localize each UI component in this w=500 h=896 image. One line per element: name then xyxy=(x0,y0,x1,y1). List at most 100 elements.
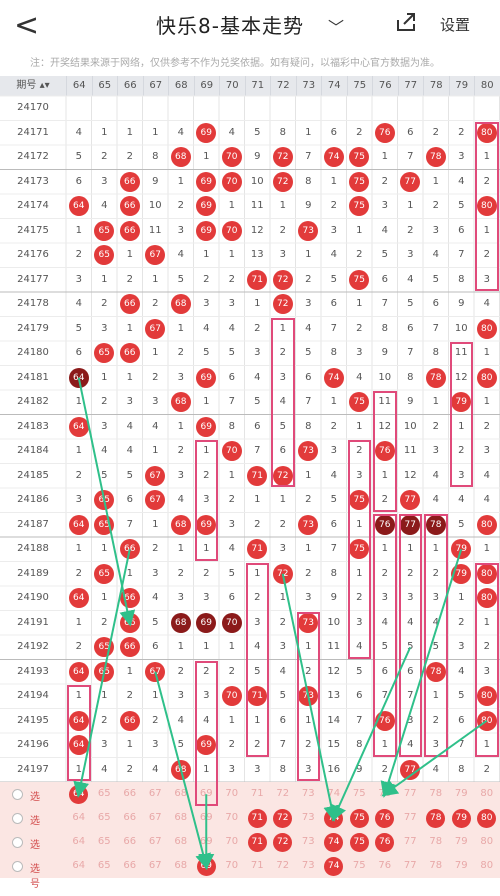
candidate-number[interactable]: 68 xyxy=(174,860,188,871)
candidate-number[interactable]: 77 xyxy=(403,788,417,799)
selected-number-ball[interactable]: 74 xyxy=(324,856,344,876)
number-ball[interactable]: 65 xyxy=(94,245,115,266)
candidate-number[interactable]: 66 xyxy=(123,788,137,799)
candidate-number[interactable]: 65 xyxy=(97,812,111,823)
candidate-number[interactable]: 79 xyxy=(454,788,468,799)
candidate-number[interactable]: 78 xyxy=(429,836,443,847)
number-ball[interactable]: 66 xyxy=(119,343,140,364)
number-ball[interactable]: 65 xyxy=(94,563,115,584)
number-ball[interactable]: 80 xyxy=(476,710,497,731)
number-ball[interactable]: 66 xyxy=(119,220,140,241)
number-ball[interactable]: 75 xyxy=(349,490,370,511)
candidate-number[interactable]: 69 xyxy=(199,836,213,847)
candidate-number[interactable]: 80 xyxy=(480,788,494,799)
number-ball[interactable]: 70 xyxy=(221,220,242,241)
number-ball[interactable]: 75 xyxy=(349,392,370,413)
column-header-65[interactable]: 65 xyxy=(91,76,117,96)
candidate-number[interactable]: 79 xyxy=(454,836,468,847)
number-ball[interactable]: 70 xyxy=(221,171,242,192)
number-ball[interactable]: 70 xyxy=(221,612,242,633)
candidate-number[interactable]: 67 xyxy=(148,860,162,871)
radio-button[interactable] xyxy=(12,861,23,872)
candidate-number[interactable]: 80 xyxy=(480,836,494,847)
number-ball[interactable]: 67 xyxy=(145,318,166,339)
number-ball[interactable]: 70 xyxy=(221,147,242,168)
number-ball[interactable]: 68 xyxy=(170,514,191,535)
number-ball[interactable]: 66 xyxy=(119,539,140,560)
number-ball[interactable]: 71 xyxy=(247,269,268,290)
candidate-number[interactable]: 66 xyxy=(123,812,137,823)
candidate-number[interactable]: 78 xyxy=(429,860,443,871)
number-ball[interactable]: 80 xyxy=(476,122,497,143)
number-ball[interactable]: 64 xyxy=(68,416,89,437)
selected-number-ball[interactable]: 71 xyxy=(247,808,267,828)
candidate-number[interactable]: 78 xyxy=(429,788,443,799)
candidate-number[interactable]: 70 xyxy=(225,836,239,847)
candidate-number[interactable]: 77 xyxy=(403,860,417,871)
number-ball[interactable]: 77 xyxy=(400,171,421,192)
number-ball[interactable]: 80 xyxy=(476,588,497,609)
candidate-number[interactable]: 71 xyxy=(250,788,264,799)
number-ball[interactable]: 72 xyxy=(272,171,293,192)
number-ball[interactable]: 67 xyxy=(145,465,166,486)
number-ball[interactable]: 69 xyxy=(196,416,217,437)
selected-number-ball[interactable]: 76 xyxy=(375,808,395,828)
radio-button[interactable] xyxy=(12,813,23,824)
candidate-number[interactable]: 71 xyxy=(250,860,264,871)
chevron-down-icon[interactable]: ﹀ xyxy=(328,18,345,37)
number-ball[interactable]: 78 xyxy=(425,514,446,535)
number-ball[interactable]: 65 xyxy=(94,343,115,364)
candidate-number[interactable]: 67 xyxy=(148,836,162,847)
number-ball[interactable]: 80 xyxy=(476,514,497,535)
number-ball[interactable]: 80 xyxy=(476,367,497,388)
candidate-number[interactable]: 70 xyxy=(225,860,239,871)
candidate-number[interactable]: 66 xyxy=(123,860,137,871)
number-ball[interactable]: 76 xyxy=(374,441,395,462)
number-ball[interactable]: 64 xyxy=(68,588,89,609)
column-header-66[interactable]: 66 xyxy=(117,76,143,96)
candidate-number[interactable]: 70 xyxy=(225,788,239,799)
number-ball[interactable]: 68 xyxy=(170,147,191,168)
number-ball[interactable]: 67 xyxy=(145,490,166,511)
number-ball[interactable]: 68 xyxy=(170,392,191,413)
column-header-73[interactable]: 73 xyxy=(295,76,321,96)
number-ball[interactable]: 74 xyxy=(323,367,344,388)
number-ball[interactable]: 66 xyxy=(119,637,140,658)
selected-number-ball[interactable]: 72 xyxy=(273,832,293,852)
candidate-number[interactable]: 64 xyxy=(72,812,86,823)
column-header-69[interactable]: 69 xyxy=(193,76,219,96)
candidate-number[interactable]: 67 xyxy=(148,812,162,823)
number-ball[interactable]: 73 xyxy=(298,441,319,462)
number-ball[interactable]: 67 xyxy=(145,245,166,266)
column-header-72[interactable]: 72 xyxy=(270,76,296,96)
settings-button[interactable]: 设置 xyxy=(440,16,471,34)
selected-number-ball[interactable]: 79 xyxy=(451,808,471,828)
candidate-number[interactable]: 67 xyxy=(148,788,162,799)
column-header-68[interactable]: 68 xyxy=(168,76,194,96)
number-ball[interactable]: 79 xyxy=(451,392,472,413)
number-ball[interactable]: 79 xyxy=(451,563,472,584)
selected-number-ball[interactable]: 64 xyxy=(69,784,89,804)
candidate-number[interactable]: 64 xyxy=(72,836,86,847)
number-ball[interactable]: 77 xyxy=(400,490,421,511)
candidate-number[interactable]: 65 xyxy=(97,836,111,847)
selected-number-ball[interactable]: 69 xyxy=(196,856,216,876)
number-ball[interactable]: 66 xyxy=(119,294,140,315)
column-header-70[interactable]: 70 xyxy=(219,76,245,96)
number-ball[interactable]: 80 xyxy=(476,318,497,339)
number-ball[interactable]: 64 xyxy=(68,710,89,731)
number-ball[interactable]: 78 xyxy=(425,147,446,168)
candidate-number[interactable]: 68 xyxy=(174,788,188,799)
number-ball[interactable]: 69 xyxy=(196,514,217,535)
selected-number-ball[interactable]: 80 xyxy=(477,808,497,828)
number-ball[interactable]: 64 xyxy=(68,661,89,682)
number-ball[interactable]: 69 xyxy=(196,171,217,192)
number-ball[interactable]: 69 xyxy=(196,612,217,633)
candidate-number[interactable]: 73 xyxy=(301,860,315,871)
number-ball[interactable]: 75 xyxy=(349,539,370,560)
number-ball[interactable]: 66 xyxy=(119,612,140,633)
number-ball[interactable]: 68 xyxy=(170,759,191,780)
number-ball[interactable]: 71 xyxy=(247,686,268,707)
selected-number-ball[interactable]: 74 xyxy=(324,832,344,852)
number-ball[interactable]: 80 xyxy=(476,196,497,217)
